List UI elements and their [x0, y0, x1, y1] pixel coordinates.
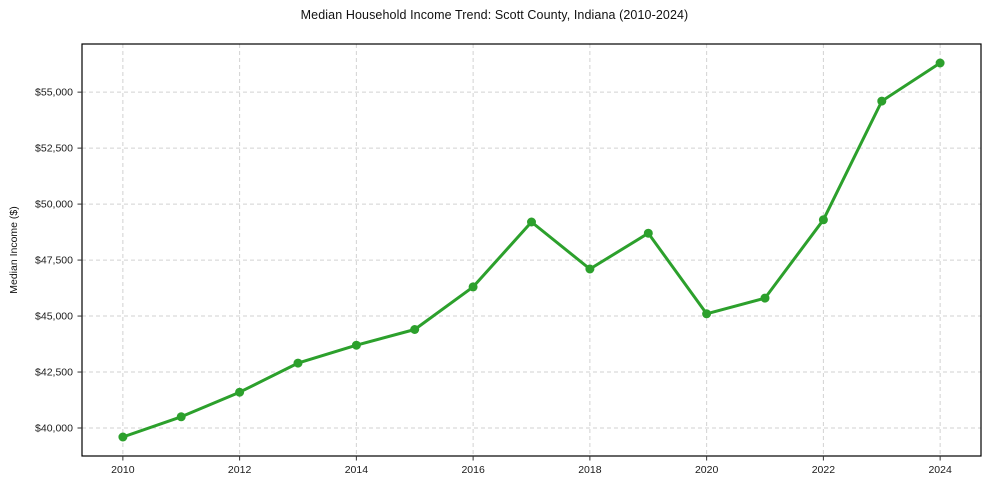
x-tick-label: 2012: [228, 464, 252, 476]
data-point-2024: [935, 58, 945, 68]
x-tick-label: 2024: [928, 464, 952, 476]
axes-spine: [81, 43, 982, 457]
x-tick-label: 2010: [111, 464, 135, 476]
x-tick-label: 2020: [695, 464, 719, 476]
data-point-2021: [760, 293, 770, 303]
x-tick-label: 2022: [812, 464, 836, 476]
data-point-2016: [468, 282, 478, 292]
data-point-2013: [293, 358, 303, 368]
data-point-2011: [176, 412, 186, 422]
data-point-2019: [643, 228, 653, 238]
y-tick-label: $45,000: [35, 311, 73, 323]
y-tick-label: $42,500: [35, 367, 73, 379]
data-point-2018: [585, 264, 595, 274]
plot-area: [82, 44, 981, 456]
data-point-2017: [527, 217, 536, 227]
data-point-2020: [702, 309, 712, 319]
x-tick-label: 2018: [578, 464, 602, 476]
data-point-2012: [235, 387, 245, 397]
y-tick-label: $40,000: [35, 423, 73, 435]
y-tick-label: $52,500: [35, 143, 73, 155]
data-point-2010: [118, 432, 128, 442]
data-point-2015: [410, 325, 420, 334]
y-tick-label: $50,000: [35, 199, 73, 211]
x-tick-label: 2016: [461, 464, 485, 476]
data-point-2022: [818, 215, 828, 225]
y-tick-label: $55,000: [35, 87, 73, 99]
data-point-2014: [351, 340, 361, 350]
data-point-2023: [877, 96, 887, 106]
chart-title: Median Household Income Trend: Scott Cou…: [300, 8, 689, 22]
y-tick-label: $47,500: [35, 255, 73, 267]
x-tick-label: 2014: [345, 464, 369, 476]
